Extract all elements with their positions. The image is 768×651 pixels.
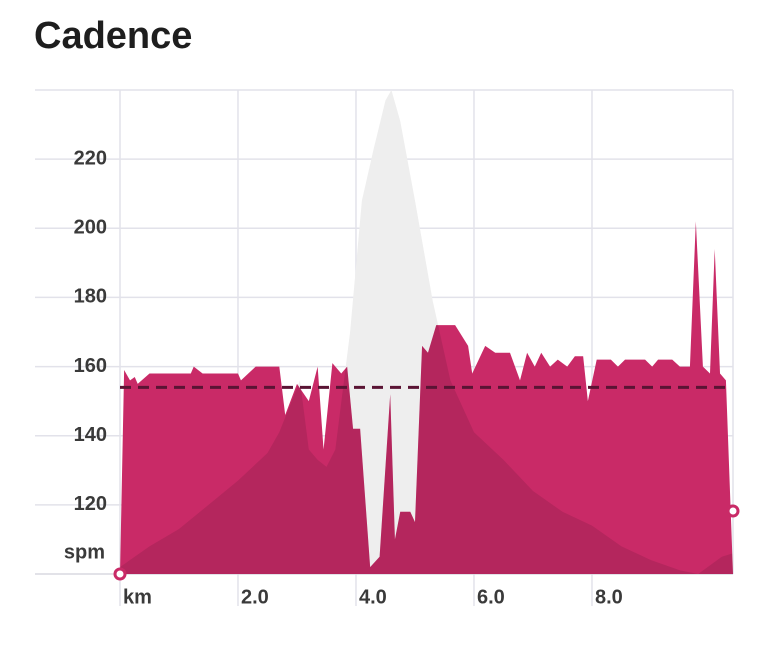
x-tick-label: 4.0	[359, 586, 387, 608]
x-tick-label: 6.0	[477, 586, 505, 608]
chart-title: Cadence	[34, 15, 192, 57]
y-tick-label: 120	[74, 493, 107, 515]
cadence-area	[120, 221, 733, 574]
y-tick-label: 220	[74, 147, 107, 169]
x-tick-label: 8.0	[595, 586, 623, 608]
x-tick-label: 2.0	[241, 586, 269, 608]
y-tick-label: 140	[74, 424, 107, 446]
y-tick-label: 200	[74, 217, 107, 239]
cursor-marker	[726, 504, 740, 518]
y-unit-label: spm	[64, 541, 105, 563]
plot-area	[120, 90, 733, 574]
axis-labels: 120 140 160 180 200 220 spm km 2.0 4.0 6.0 8.0	[64, 147, 623, 608]
y-tick-label: 180	[74, 286, 107, 308]
start-marker	[113, 567, 127, 581]
y-tick-label: 160	[74, 355, 107, 377]
x-tick-label: km	[123, 586, 152, 608]
